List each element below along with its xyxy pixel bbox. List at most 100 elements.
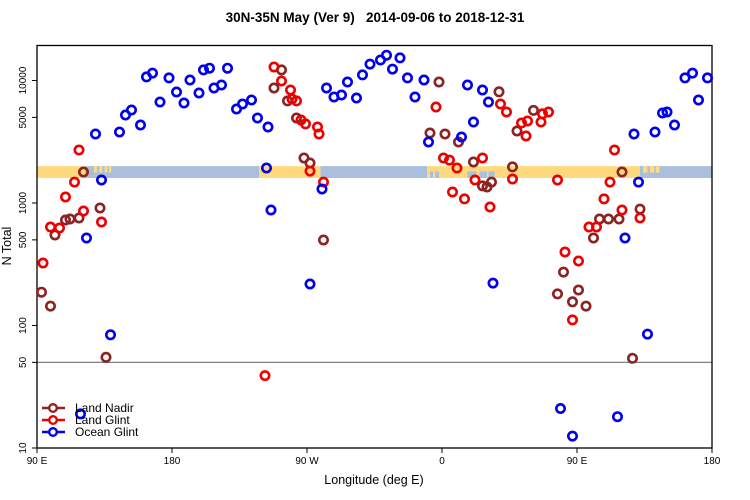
data-point-land-glint <box>500 106 512 118</box>
data-point-land-nadir <box>485 176 497 188</box>
data-point-land-glint <box>73 144 85 156</box>
data-point-land-nadir <box>506 161 518 173</box>
data-point-ocean-glint <box>701 72 713 84</box>
data-point-land-glint <box>53 222 65 234</box>
data-point-ocean-glint <box>422 136 434 148</box>
y-tick-label: 10000 <box>18 66 29 94</box>
data-point-ocean-glint <box>262 121 274 133</box>
data-point-ocean-glint <box>184 74 196 86</box>
data-point-land-glint <box>78 205 90 217</box>
x-tick-label: 90 E <box>27 456 48 467</box>
data-point-land-glint <box>598 193 610 205</box>
data-point-land-glint <box>608 144 620 156</box>
data-point-ocean-glint <box>237 98 249 110</box>
y-tick-label: 10 <box>18 442 29 454</box>
data-point-ocean-glint <box>135 119 147 131</box>
data-point-land-glint <box>535 116 547 128</box>
band-island-mark <box>99 166 103 173</box>
data-point-land-nadir <box>551 288 563 300</box>
data-point-land-glint <box>494 98 506 110</box>
legend-item-label: Land Glint <box>75 413 130 427</box>
band-inlet-mark <box>467 171 477 178</box>
data-point-ocean-glint <box>686 67 698 79</box>
y-tick-label: 100 <box>18 317 29 334</box>
legend-marker-circle <box>48 427 59 438</box>
y-axis-title: N Total <box>0 227 14 266</box>
data-point-land-nadir <box>634 203 646 215</box>
data-point-land-glint <box>299 118 311 130</box>
y-tick-label: 50 <box>18 356 29 368</box>
data-point-land-glint <box>451 162 463 174</box>
band-segment-ocean <box>640 166 712 178</box>
data-point-land-glint <box>268 61 280 73</box>
data-point-land-glint <box>446 186 458 198</box>
data-point-ocean-glint <box>386 63 398 75</box>
band-island-mark <box>104 166 108 173</box>
data-point-land-nadir <box>493 86 505 98</box>
band-island-mark <box>643 166 648 173</box>
data-point-ocean-glint <box>335 89 347 101</box>
data-point-land-nadir <box>59 214 71 226</box>
band-segment-land <box>427 166 640 178</box>
data-point-land-glint <box>521 115 533 127</box>
data-point-ocean-glint <box>641 328 653 340</box>
data-point-land-glint <box>284 84 296 96</box>
legend-item-label: Land Nadir <box>75 401 134 415</box>
data-point-ocean-glint <box>178 97 190 109</box>
band-island-mark <box>655 166 660 173</box>
data-point-land-glint <box>506 173 518 185</box>
data-point-ocean-glint <box>661 106 673 118</box>
data-point-ocean-glint <box>222 62 234 74</box>
data-point-ocean-glint <box>75 408 87 420</box>
data-point-ocean-glint <box>656 107 668 119</box>
data-point-land-glint <box>484 201 496 213</box>
data-point-land-glint <box>37 257 49 269</box>
data-point-land-nadir <box>580 300 592 312</box>
data-point-ocean-glint <box>619 232 631 244</box>
y-tick-label: 5000 <box>18 106 29 129</box>
points-layer <box>35 49 713 442</box>
data-point-land-glint <box>476 152 488 164</box>
data-point-ocean-glint <box>154 96 166 108</box>
land-ocean-band <box>37 166 712 178</box>
data-point-ocean-glint <box>692 94 704 106</box>
data-point-ocean-glint <box>628 128 640 140</box>
data-point-land-glint <box>59 191 71 203</box>
x-tick-label: 0 <box>439 456 445 467</box>
data-point-land-glint <box>583 221 595 233</box>
data-point-land-nadir <box>35 286 47 298</box>
data-point-land-nadir <box>511 125 523 137</box>
chart-title: 30N-35N May (Ver 9) 2014-09-06 to 2018-1… <box>225 10 525 25</box>
x-tick-label: 180 <box>164 456 181 467</box>
data-point-land-glint <box>469 174 481 186</box>
data-point-ocean-glint <box>668 119 680 131</box>
band-inlet-mark <box>479 171 487 178</box>
data-point-ocean-glint <box>482 96 494 108</box>
y-tick-label: 1000 <box>18 191 29 214</box>
data-point-land-glint <box>616 204 628 216</box>
data-point-ocean-glint <box>90 128 102 140</box>
data-point-land-glint <box>437 152 449 164</box>
data-point-ocean-glint <box>394 52 406 64</box>
data-point-ocean-glint <box>96 174 108 186</box>
data-point-ocean-glint <box>204 62 216 74</box>
data-point-ocean-glint <box>364 58 376 70</box>
data-point-ocean-glint <box>216 79 228 91</box>
data-point-land-nadir <box>557 266 569 278</box>
data-point-land-glint <box>304 165 316 177</box>
data-point-ocean-glint <box>467 116 479 128</box>
data-point-ocean-glint <box>193 87 205 99</box>
data-point-ocean-glint <box>356 69 368 81</box>
data-point-ocean-glint <box>316 183 328 195</box>
data-point-land-nadir <box>566 296 578 308</box>
x-tick-label: 90 E <box>567 456 588 467</box>
data-point-land-glint <box>634 212 646 224</box>
data-point-land-glint <box>515 117 527 129</box>
y-tick-label: 500 <box>18 231 29 248</box>
data-point-land-nadir <box>439 128 451 140</box>
axes-layer: 90 E 180 90 W 0 90 E 180 10 50 100 500 1000 5000 100… <box>18 44 721 467</box>
data-point-ocean-glint <box>487 277 499 289</box>
data-point-land-nadir <box>467 156 479 168</box>
